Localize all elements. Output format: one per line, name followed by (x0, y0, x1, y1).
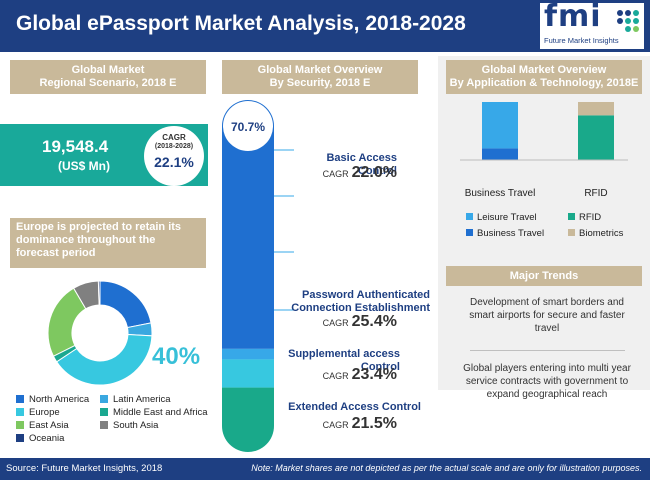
security-header: Global Market Overview By Security, 2018… (222, 60, 418, 94)
capsule-segment-password-authenticated-connection-establishment (222, 348, 274, 360)
legend-label: North America (29, 394, 90, 405)
segment-pace-cagr-value: 25.4% (351, 313, 397, 330)
bar-business-travel-leisure-travel (482, 102, 518, 149)
capsule-segment-extended-access-control (222, 387, 274, 452)
bar-legend-swatch (466, 213, 473, 220)
page-title: Global ePassport Market Analysis, 2018-2… (16, 12, 466, 35)
logo-text: fmi (544, 0, 602, 34)
legend-item-oceania: Oceania (16, 433, 64, 444)
legend-swatch (16, 395, 24, 403)
page-header: Global ePassport Market Analysis, 2018-2… (0, 0, 650, 52)
bar-legend-swatch (568, 229, 575, 236)
legend-item-latin-america: Latin America (100, 394, 171, 405)
bar-rfid-rfid (578, 115, 614, 160)
regional-donut-chart (47, 280, 153, 386)
bar-legend-rfid: RFID (579, 212, 601, 223)
capsule-segment-supplemental-access-control (222, 359, 274, 388)
europe-note: Europe is projected to retain its domina… (10, 218, 206, 268)
capsule-top-circle (223, 101, 273, 151)
segment-extended-cagr-value: 21.5% (351, 415, 397, 432)
segment-supplemental-cagr-value: 23.4% (351, 366, 397, 383)
legend-swatch (100, 421, 108, 429)
segment-pace-title: Password Authenticated Connection Establ… (291, 289, 430, 314)
europe-share-label: 40% (152, 343, 201, 370)
bar-legend-swatch (568, 213, 575, 220)
legend-label: Middle East and Africa (113, 407, 208, 418)
market-value: 19,548.4 (42, 137, 109, 156)
bar-category-label: Business Travel (465, 188, 536, 199)
trend-item-1: Development of smart borders and smart a… (469, 297, 625, 334)
bar-category-label: RFID (584, 188, 607, 199)
cagr-range: (2018-2028) (154, 143, 194, 150)
cagr-value: 22.1% (154, 154, 194, 170)
donut-slice-oceania (97, 280, 101, 306)
legend-label: Europe (29, 407, 60, 418)
legend-label: East Asia (29, 420, 69, 431)
legend-label: South Asia (113, 420, 159, 431)
legend-swatch (100, 408, 108, 416)
regional-header-line2: Regional Scenario, 2018 E (39, 77, 177, 89)
security-header-line2: By Security, 2018 E (269, 77, 371, 89)
footer-note: Note: Market shares are not depicted as … (251, 463, 642, 473)
application-stacked-bar-chart: Business Travel RFID Leisure Travel RFID Bus… (460, 102, 628, 239)
segment-extended-cagr-label: CAGR (322, 420, 349, 430)
legend-label: Latin America (113, 394, 171, 405)
bar-business-travel-business-travel (482, 148, 518, 160)
segment-supplemental-cagr-label: CAGR (322, 371, 349, 381)
legend-swatch (16, 408, 24, 416)
segment-basic-access-title: Basic Access Control (326, 152, 397, 177)
application-header-line2: By Application & Technology, 2018E (449, 77, 639, 89)
legend-swatch (16, 421, 24, 429)
segment-basic-access-cagr-label: CAGR (322, 169, 349, 179)
capsule-top-percentage: 70.7% (231, 120, 265, 134)
page-footer: Source: Future Market Insights, 2018 Not… (0, 458, 650, 480)
application-header: Global Market Overview By Application & … (446, 60, 642, 94)
regional-header: Global Market Regional Scenario, 2018 E (10, 60, 206, 94)
footer-source: Source: Future Market Insights, 2018 (6, 463, 163, 474)
segment-basic-access-cagr-value: 22.0% (351, 164, 397, 181)
donut-slice-europe (55, 334, 153, 386)
bar-legend-biometrics: Biometrics (579, 228, 624, 239)
legend-item-europe: Europe (16, 407, 60, 418)
segment-basic-access-cagr: CAGR 22.0% (285, 164, 397, 182)
bar-legend-business-travel: Business Travel (477, 228, 544, 239)
bar-legend-swatch (466, 229, 473, 236)
market-value-unit: (US$ Mn) (58, 159, 110, 173)
segment-extended-title: Extended Access Control (288, 401, 421, 413)
segment-extended-cagr: CAGR 21.5% (285, 415, 397, 433)
segment-supplemental-title: Supplemental access Control (288, 348, 400, 373)
legend-item-south-asia: South Asia (100, 420, 158, 431)
trends-header: Major Trends (446, 266, 642, 286)
application-header-line1: Global Market Overview (481, 64, 607, 76)
trends-header-label: Major Trends (509, 269, 579, 282)
bar-legend-leisure-travel: Leisure Travel (477, 212, 537, 223)
fmi-logo: fmi Future Market Insights (540, 0, 644, 49)
donut-slice-north-america (99, 280, 152, 329)
regional-header-line1: Global Market (71, 64, 145, 76)
legend-item-north-america: North America (16, 394, 89, 405)
legend-swatch (16, 434, 24, 442)
trends-divider (470, 350, 625, 351)
legend-item-east-asia: East Asia (16, 420, 69, 431)
segment-supplemental-cagr: CAGR 23.4% (285, 366, 397, 384)
cagr-label: CAGR (162, 133, 186, 142)
logo-dots-icon (617, 10, 639, 32)
security-capsule-chart: 70.7% (222, 100, 294, 452)
legend-label: Oceania (29, 433, 65, 444)
bar-rfid-biometrics (578, 102, 614, 116)
cagr-circle (144, 126, 204, 186)
trend-item-2: Global players entering into multi year … (463, 363, 631, 400)
segment-pace-cagr-label: CAGR (322, 318, 349, 328)
security-header-line1: Global Market Overview (257, 64, 383, 76)
right-panel (438, 56, 650, 390)
legend-swatch (100, 395, 108, 403)
legend-item-middle-east-and-africa: Middle East and Africa (100, 407, 208, 418)
logo-subtitle: Future Market Insights (544, 36, 619, 45)
segment-pace-cagr: CAGR 25.4% (285, 313, 397, 331)
